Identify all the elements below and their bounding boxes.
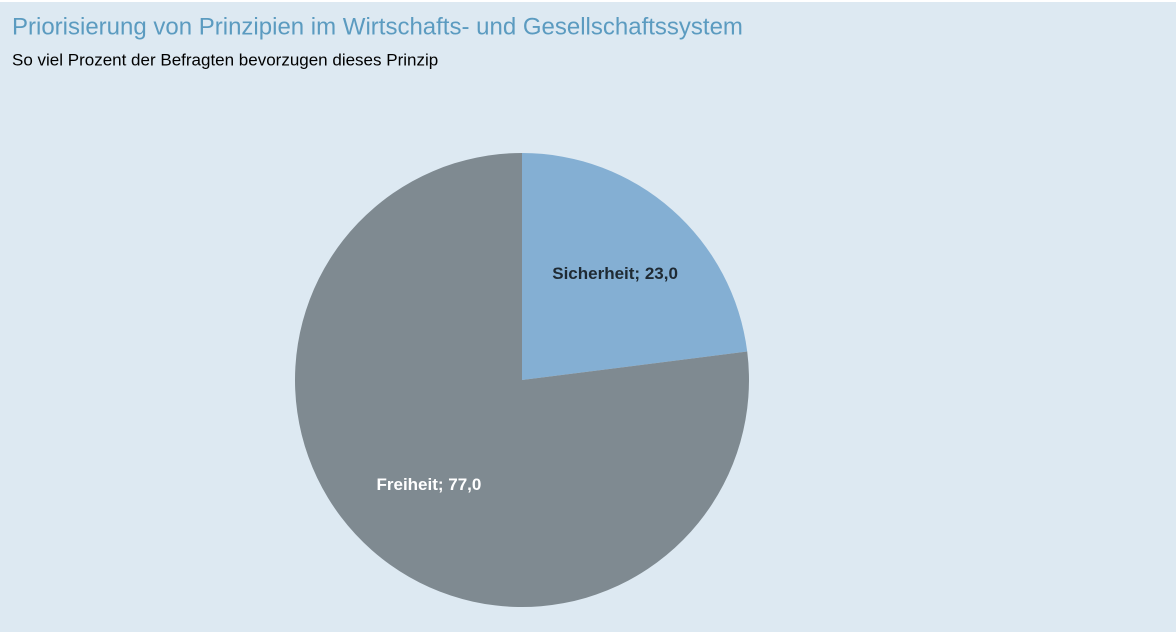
data-label: Freiheit; 77,0 <box>376 475 481 494</box>
pie-slice <box>522 153 748 380</box>
chart-title: Priorisierung von Prinzipien im Wirtscha… <box>12 13 743 40</box>
chart-subtitle: So viel Prozent der Befragten bevorzugen… <box>12 50 438 69</box>
data-label: Sicherheit; 23,0 <box>552 264 678 283</box>
pie-slice <box>294 153 749 607</box>
